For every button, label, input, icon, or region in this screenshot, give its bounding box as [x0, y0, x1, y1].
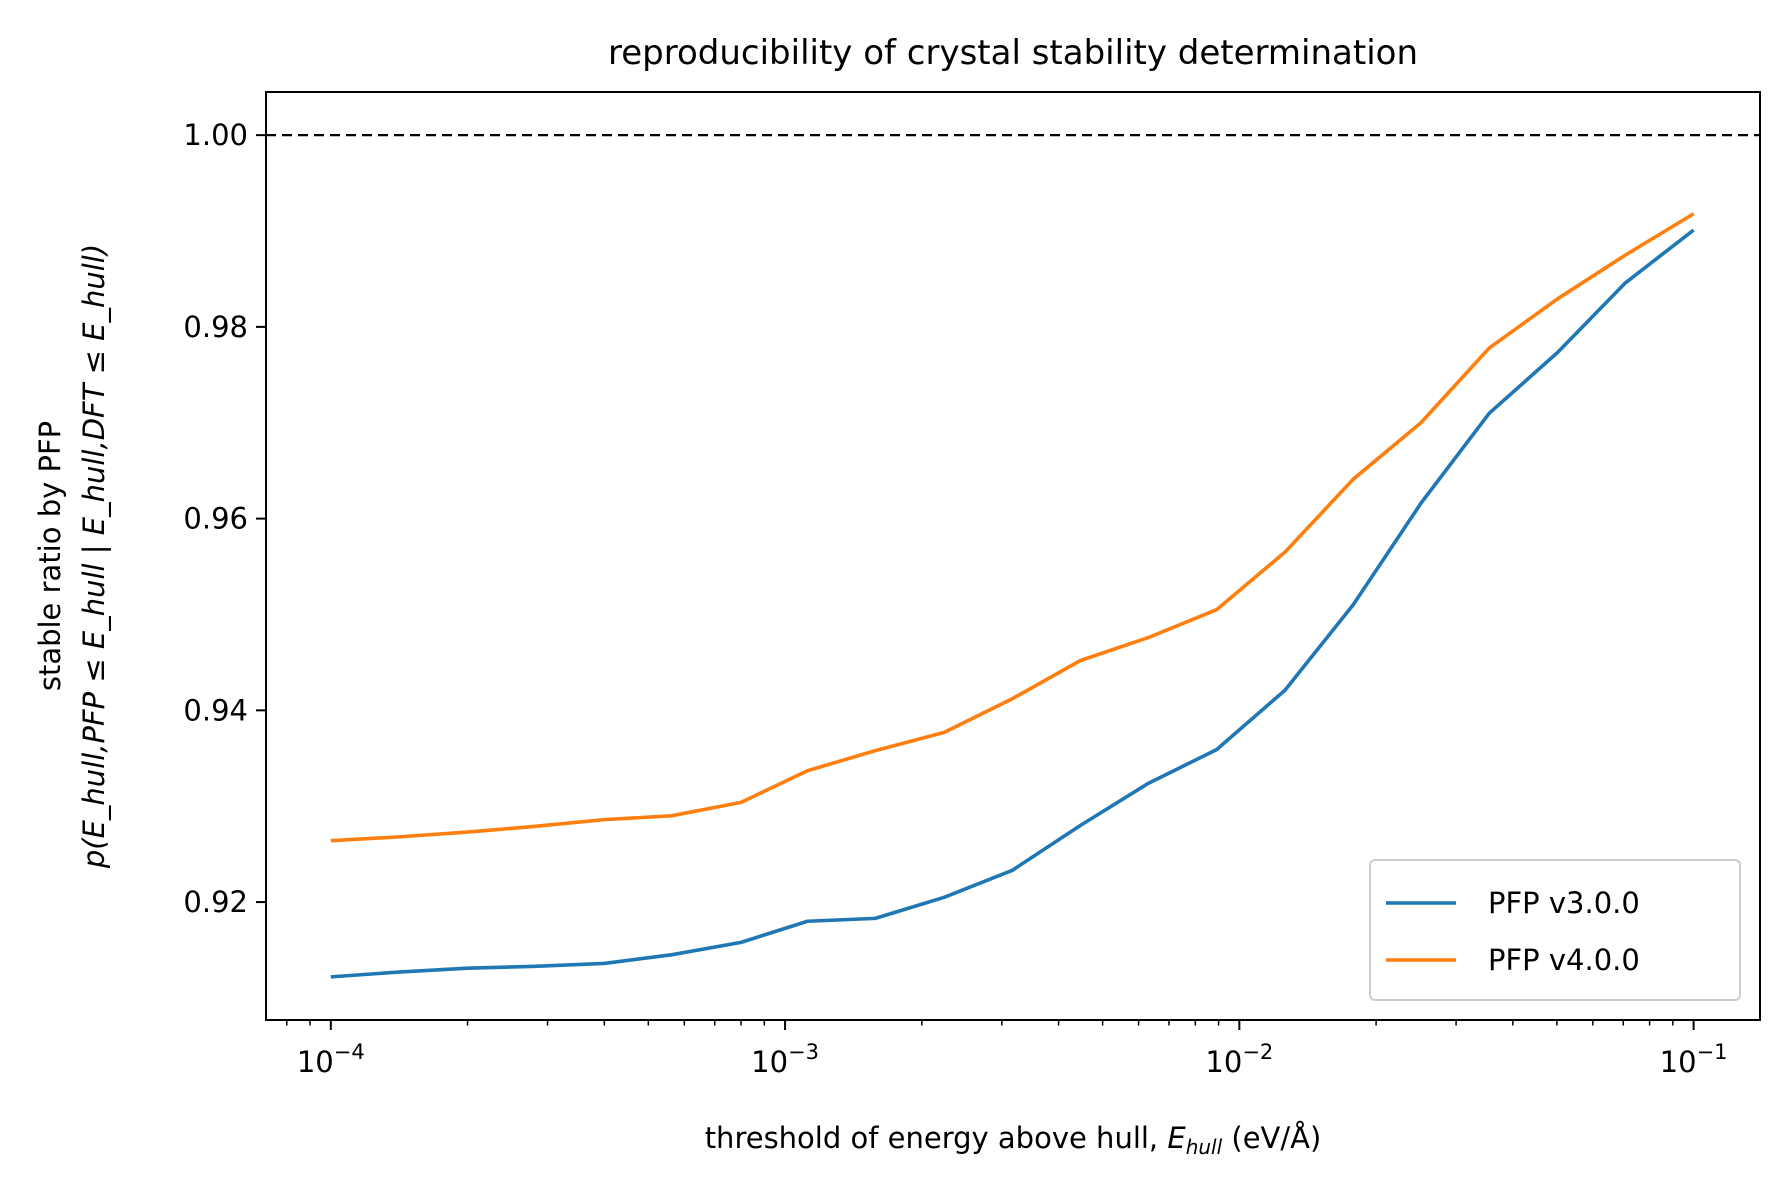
x-tick-label: 10−4	[297, 1040, 365, 1079]
x-tick-exponent: −1	[1697, 1040, 1728, 1064]
series-line-2	[330, 212, 1695, 843]
x-axis-label: threshold of energy above hull, Ehull (e…	[705, 1121, 1322, 1159]
x-tick-exponent: −4	[334, 1040, 365, 1064]
y-axis-label-line1: stable ratio by PFP	[33, 421, 67, 691]
series-line-1	[330, 228, 1695, 979]
x-axis-label-var: E	[1167, 1121, 1186, 1155]
x-tick-label: 10−3	[751, 1040, 819, 1079]
x-axis-label-suffix: (eV/Å)	[1222, 1121, 1321, 1155]
x-axis-label-sub: hull	[1186, 1135, 1223, 1159]
y-tick-label: 0.92	[183, 885, 248, 919]
y-tick-label: 0.94	[183, 693, 248, 727]
series-lines	[330, 212, 1695, 979]
x-tick-base: 10	[751, 1045, 788, 1079]
axes-frame	[265, 91, 1761, 1021]
y-tick-label: 0.96	[183, 502, 248, 536]
legend-box	[1369, 859, 1741, 1001]
x-tick-base: 10	[1205, 1045, 1242, 1079]
x-tick-exponent: −2	[1242, 1040, 1273, 1064]
plot-area: 10−4 10−3 10−2 10−1 0.920.940.960.981.00	[183, 91, 1761, 1079]
x-axis-ticks: 10−4 10−3 10−2 10−1	[286, 1020, 1728, 1079]
x-tick-base: 10	[1660, 1045, 1697, 1079]
x-tick-exponent: −3	[788, 1040, 819, 1064]
x-tick-label: 10−2	[1205, 1040, 1273, 1079]
y-axis-ticks: 0.92 0.94 0.96 0.98 1.00	[183, 118, 266, 919]
y-tick-label: 1.00	[183, 118, 248, 152]
legend-label-2: PFP v4.0.0	[1488, 943, 1640, 977]
x-tick-label: 10−1	[1660, 1040, 1728, 1079]
x-axis-label-prefix: threshold of energy above hull,	[705, 1121, 1168, 1155]
y-axis-label: stable ratio by PFP p(E_hull,PFP ≤ E_hul…	[33, 244, 111, 869]
legend: PFP v3.0.0 PFP v4.0.0	[1369, 859, 1741, 1001]
y-axis-label-line2: p(E_hull,PFP ≤ E_hull | E_hull,DFT ≤ E_h…	[77, 244, 111, 869]
y-tick-label: 0.98	[183, 310, 248, 344]
chart-title: reproducibility of crystal stability det…	[608, 33, 1418, 73]
legend-label-1: PFP v3.0.0	[1488, 886, 1640, 920]
x-tick-base: 10	[297, 1045, 334, 1079]
